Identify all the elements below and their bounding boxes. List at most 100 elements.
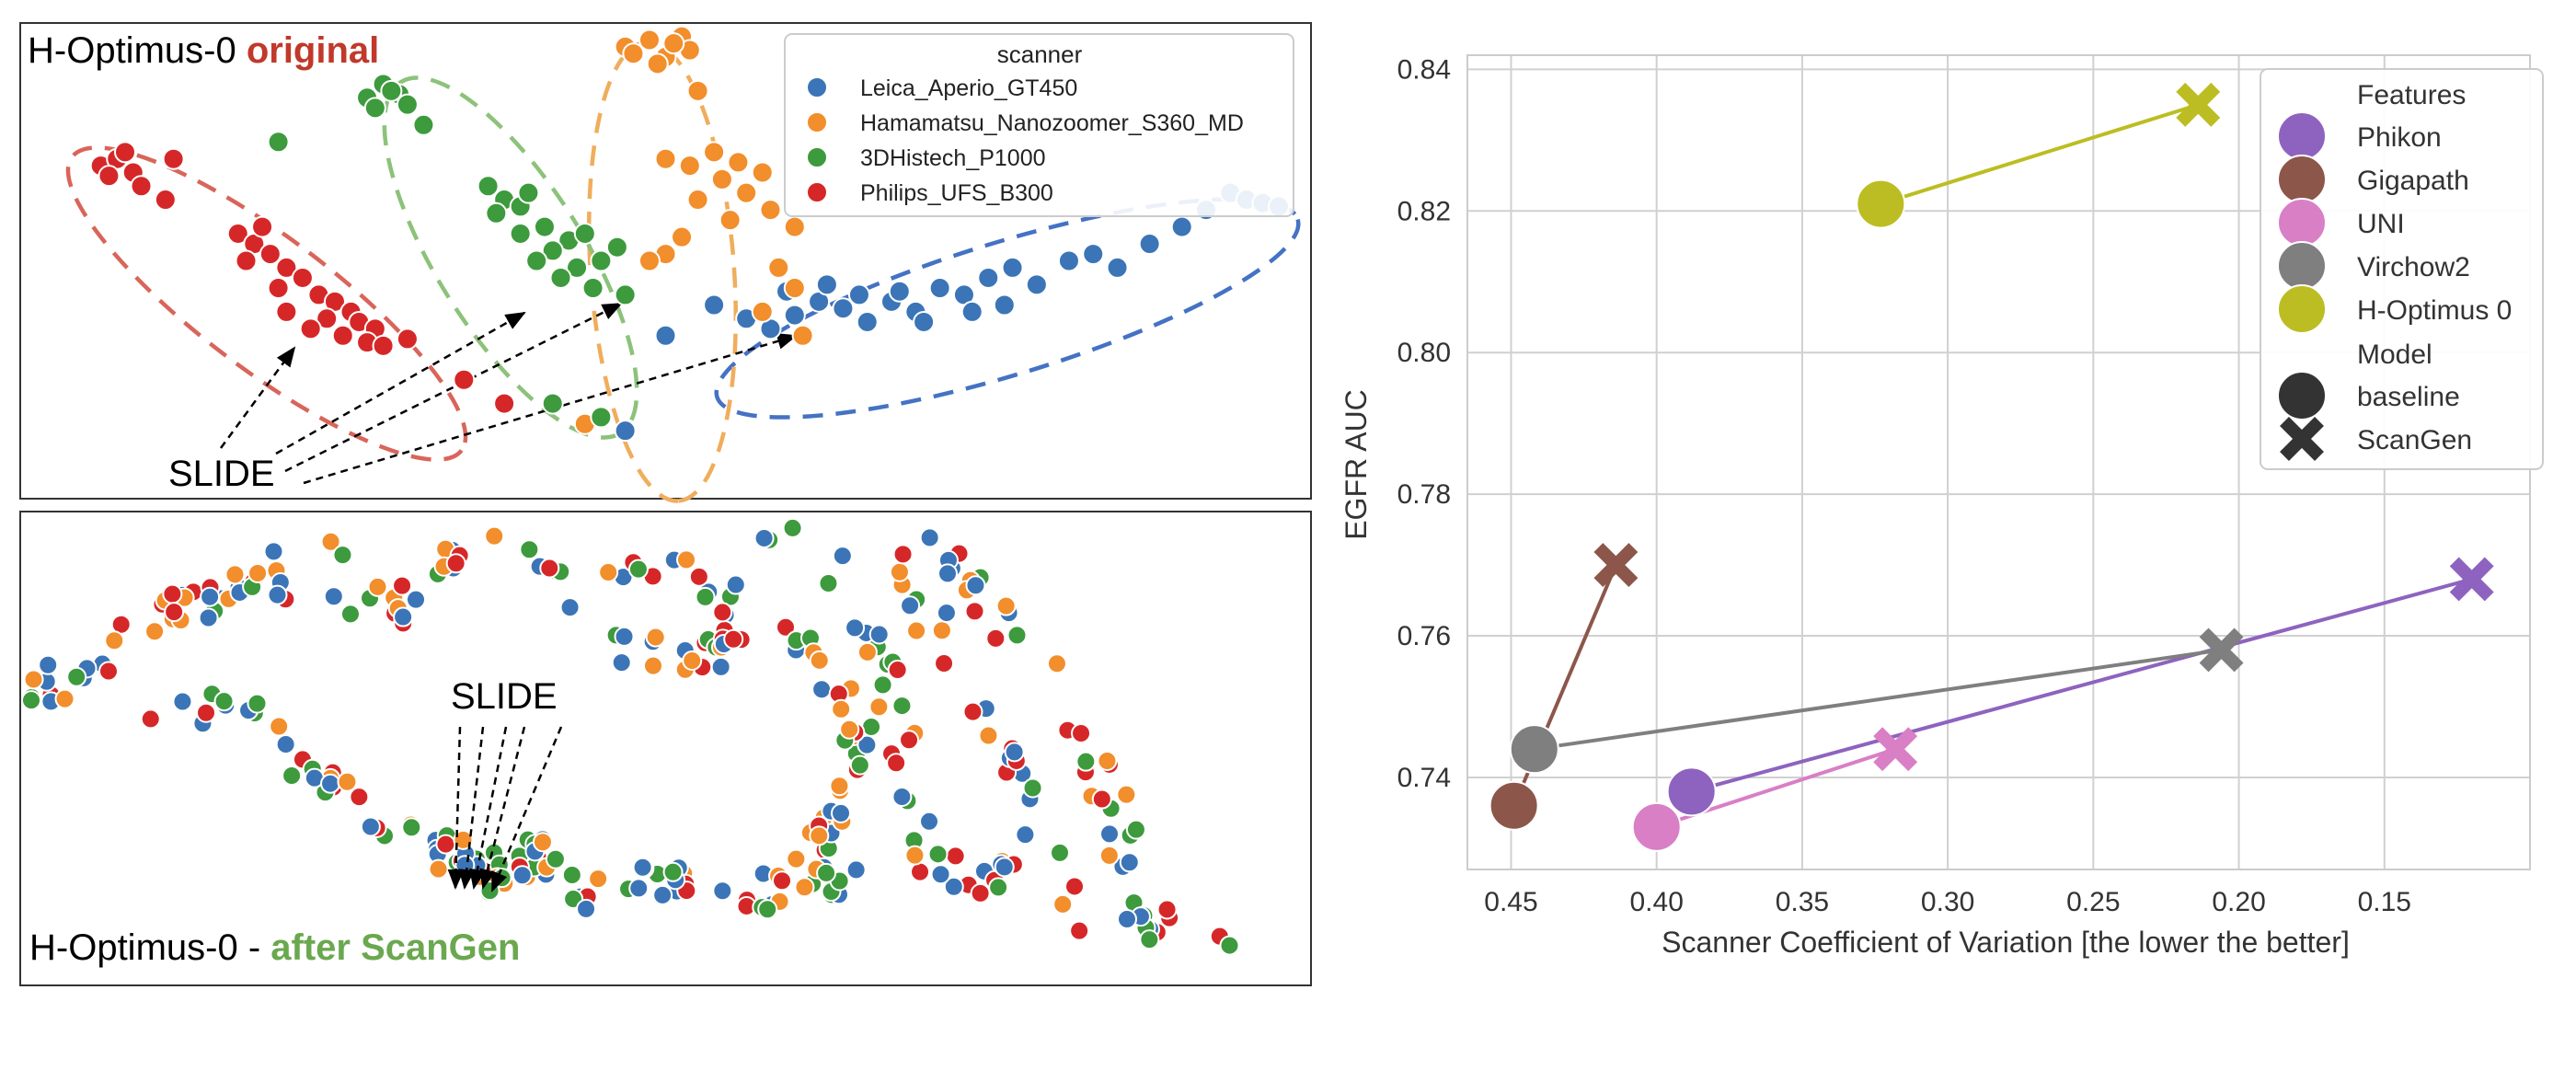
legend-marker [2277, 241, 2327, 291]
scatter-point [809, 650, 830, 671]
scatter-point [453, 829, 474, 850]
scatter-point [900, 595, 921, 616]
scatter-point [638, 249, 661, 272]
scatter-point [934, 653, 955, 674]
scatter-point [887, 660, 908, 681]
scatter-point [566, 256, 589, 279]
scatter-point [632, 857, 653, 878]
scatter-point [590, 406, 613, 429]
scatter-point [1075, 751, 1097, 772]
scatter-point [1139, 929, 1160, 950]
x-tick-label: 0.20 [2212, 887, 2265, 917]
baseline-marker [1666, 766, 1717, 817]
scatter-point [919, 527, 940, 548]
legend-entry: Gigapath [2357, 166, 2469, 196]
scatter-point [1097, 751, 1118, 772]
scatter-point [590, 249, 613, 272]
x-tick-label: 0.40 [1629, 887, 1683, 917]
scatter-point [977, 266, 1000, 289]
x-stroke [1873, 727, 1918, 772]
scatter-points [21, 517, 1240, 956]
scatter-point [662, 32, 685, 55]
scatter-point [396, 93, 419, 116]
y-tick-label: 0.80 [1397, 338, 1451, 368]
scatter-point [533, 215, 556, 238]
scatter-point [130, 175, 153, 198]
scatter-point [235, 249, 258, 272]
scatter-point [725, 574, 746, 595]
scatter-point [1052, 893, 1074, 915]
slide-arrow [469, 726, 508, 890]
scatter-point [845, 859, 867, 881]
scatter-point [1064, 876, 1086, 897]
scatter-point [372, 334, 395, 357]
scatter-point [1098, 845, 1120, 866]
slide-arrow [479, 726, 526, 890]
legend-title: scanner [997, 40, 1083, 68]
scatter-point [960, 300, 983, 323]
scatter-point [1004, 742, 1025, 763]
legend-frame [2260, 68, 2544, 470]
slide-annotation: SLIDE [451, 676, 558, 717]
scatter-point [937, 563, 958, 584]
scatter-point [23, 669, 44, 690]
scatter-point [360, 816, 381, 837]
scatter-point [1116, 784, 1137, 805]
scatter-point [919, 811, 940, 832]
scatter-point [576, 898, 597, 919]
scatter-point [993, 294, 1016, 317]
scatter-point [1025, 273, 1048, 296]
scatter-point [275, 300, 298, 323]
scatter-point [759, 199, 782, 222]
scatter-point [392, 575, 413, 596]
scatter-point [559, 597, 581, 618]
scatter-point [380, 79, 403, 102]
slide-arrows [219, 302, 798, 485]
scatter-point [710, 167, 733, 190]
scatter-point [775, 616, 796, 638]
baseline-marker [1509, 724, 1559, 775]
scatter-point [509, 222, 532, 245]
scatter-point [1117, 908, 1138, 929]
scatter-point [682, 650, 703, 671]
scatter-point [605, 236, 628, 259]
scatter-points [89, 25, 1290, 443]
scatter-point [267, 584, 288, 605]
baseline-marker [1489, 780, 1539, 831]
scangen-marker [1873, 727, 1918, 772]
x-stroke [2199, 627, 2244, 673]
slide-arrow [458, 726, 485, 890]
scatter-point [349, 787, 370, 808]
scatter-point [727, 151, 750, 174]
scatter-point [406, 589, 427, 610]
scangen-marker [2199, 627, 2244, 673]
scatter-point [928, 277, 951, 300]
series-markers [1489, 82, 2494, 852]
scatter-point [269, 716, 290, 737]
scatter-point [945, 846, 966, 867]
scatter-point [652, 884, 673, 905]
scatter-point [200, 586, 221, 607]
scatter-point [654, 324, 677, 347]
cluster-ellipse [714, 197, 1301, 420]
scatter-point [719, 209, 742, 232]
scatter-point [906, 620, 927, 641]
scatter-point [611, 652, 632, 673]
scatter-point [970, 882, 991, 904]
legend-entry: H-Optimus 0 [2357, 295, 2512, 326]
scatter-point [454, 855, 476, 876]
scatter-point [545, 848, 566, 869]
scatter-point [1015, 824, 1036, 846]
scatter-point [889, 561, 910, 582]
scatter-point [1049, 842, 1070, 863]
scatter-point [401, 817, 422, 838]
x-tick-label: 0.15 [2358, 887, 2411, 917]
scatter-point [783, 304, 806, 327]
scatter-point [964, 601, 985, 622]
legend-entry: ScanGen [2357, 425, 2472, 455]
scatter-point [393, 606, 414, 627]
scatter-point [904, 845, 926, 866]
series-line [1534, 648, 2222, 752]
scatter-point [332, 545, 353, 566]
